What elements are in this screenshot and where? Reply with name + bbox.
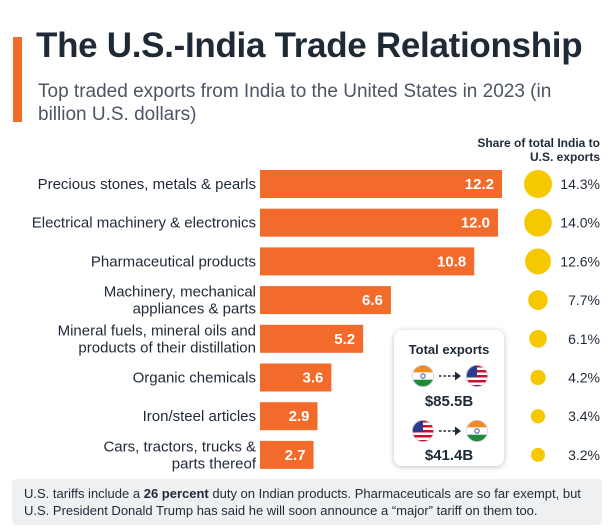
share-bubble bbox=[524, 208, 552, 237]
share-bubble bbox=[524, 170, 552, 198]
total-exports-title: Total exports bbox=[408, 342, 490, 357]
share-label: 3.2% bbox=[568, 447, 600, 463]
arrow-right-icon bbox=[439, 371, 461, 381]
share-bubble bbox=[528, 290, 548, 310]
us-flag-icon bbox=[412, 420, 434, 442]
india-flag-icon bbox=[412, 365, 434, 387]
bar bbox=[260, 286, 391, 315]
india-to-us-total: $85.5B bbox=[424, 393, 474, 410]
bar-value-label: 5.2 bbox=[334, 331, 355, 348]
share-label: 14.0% bbox=[560, 215, 600, 231]
share-column-header: Share of total India to U.S. exports bbox=[477, 136, 600, 164]
title-accent-bar bbox=[13, 37, 22, 122]
india-to-us-flow bbox=[412, 365, 488, 387]
footer-note: U.S. tariffs include a 26 percent duty o… bbox=[12, 479, 602, 525]
bar-value-label: 6.6 bbox=[362, 292, 383, 309]
share-label: 3.4% bbox=[568, 408, 600, 424]
bar bbox=[260, 440, 314, 469]
arrow-right-icon bbox=[439, 426, 461, 436]
chart-title: The U.S.-India Trade Relationship bbox=[36, 26, 583, 65]
total-exports-box: Total exports bbox=[394, 330, 504, 466]
us-to-india-flow bbox=[412, 420, 488, 442]
category-label: Organic chemicals bbox=[133, 370, 256, 387]
category-label: Pharmaceutical products bbox=[91, 253, 256, 270]
share-label: 12.6% bbox=[560, 253, 600, 269]
share-bubble bbox=[530, 409, 546, 424]
bar bbox=[260, 170, 502, 198]
category-label: Cars, tractors, trucks & bbox=[103, 438, 256, 455]
category-label: Machinery, mechanical bbox=[104, 284, 256, 301]
bar-value-label: 3.6 bbox=[303, 370, 324, 387]
share-label: 14.3% bbox=[560, 176, 600, 192]
category-label: Electrical machinery & electronics bbox=[32, 215, 256, 232]
india-flag-icon bbox=[466, 420, 488, 442]
us-flag-icon bbox=[466, 365, 488, 387]
category-label: appliances & parts bbox=[133, 301, 256, 318]
bar-value-label: 12.0 bbox=[461, 215, 490, 232]
share-bubble bbox=[529, 329, 547, 348]
bar-value-label: 2.9 bbox=[289, 408, 310, 425]
footer-text-pre: U.S. tariffs include a bbox=[24, 486, 144, 501]
category-label: Precious stones, metals & pearls bbox=[38, 176, 256, 193]
bar bbox=[260, 247, 475, 276]
us-to-india-total: $41.4B bbox=[424, 447, 474, 464]
bar-value-label: 12.2 bbox=[465, 176, 494, 193]
share-label: 7.7% bbox=[568, 292, 600, 308]
footer-text-post: duty on Indian products. Pharmaceuticals… bbox=[24, 486, 581, 518]
footer-text: U.S. tariffs include a 26 percent duty o… bbox=[24, 485, 594, 519]
bar-value-label: 10.8 bbox=[437, 253, 466, 270]
bar-chart: 12.2 Precious stones, metals & pearls 14.3… bbox=[32, 170, 600, 472]
share-label: 6.1% bbox=[568, 331, 600, 347]
share-bubble bbox=[531, 447, 545, 462]
category-label: products of their distillation bbox=[78, 339, 256, 356]
share-bubble bbox=[530, 369, 546, 386]
footer-text-bold: 26 percent bbox=[143, 486, 209, 501]
category-label: parts thereof bbox=[172, 455, 257, 472]
chart-subtitle: Top traded exports from India to the Uni… bbox=[38, 81, 552, 125]
category-label: Mineral fuels, mineral oils and bbox=[58, 322, 256, 339]
bar bbox=[260, 324, 364, 353]
share-bubble bbox=[525, 248, 551, 275]
bar bbox=[260, 402, 318, 431]
bar bbox=[260, 363, 332, 392]
category-label: Iron/steel articles bbox=[143, 408, 256, 425]
bar-value-label: 2.7 bbox=[285, 447, 306, 464]
bar bbox=[260, 208, 499, 237]
share-label: 4.2% bbox=[568, 370, 600, 386]
